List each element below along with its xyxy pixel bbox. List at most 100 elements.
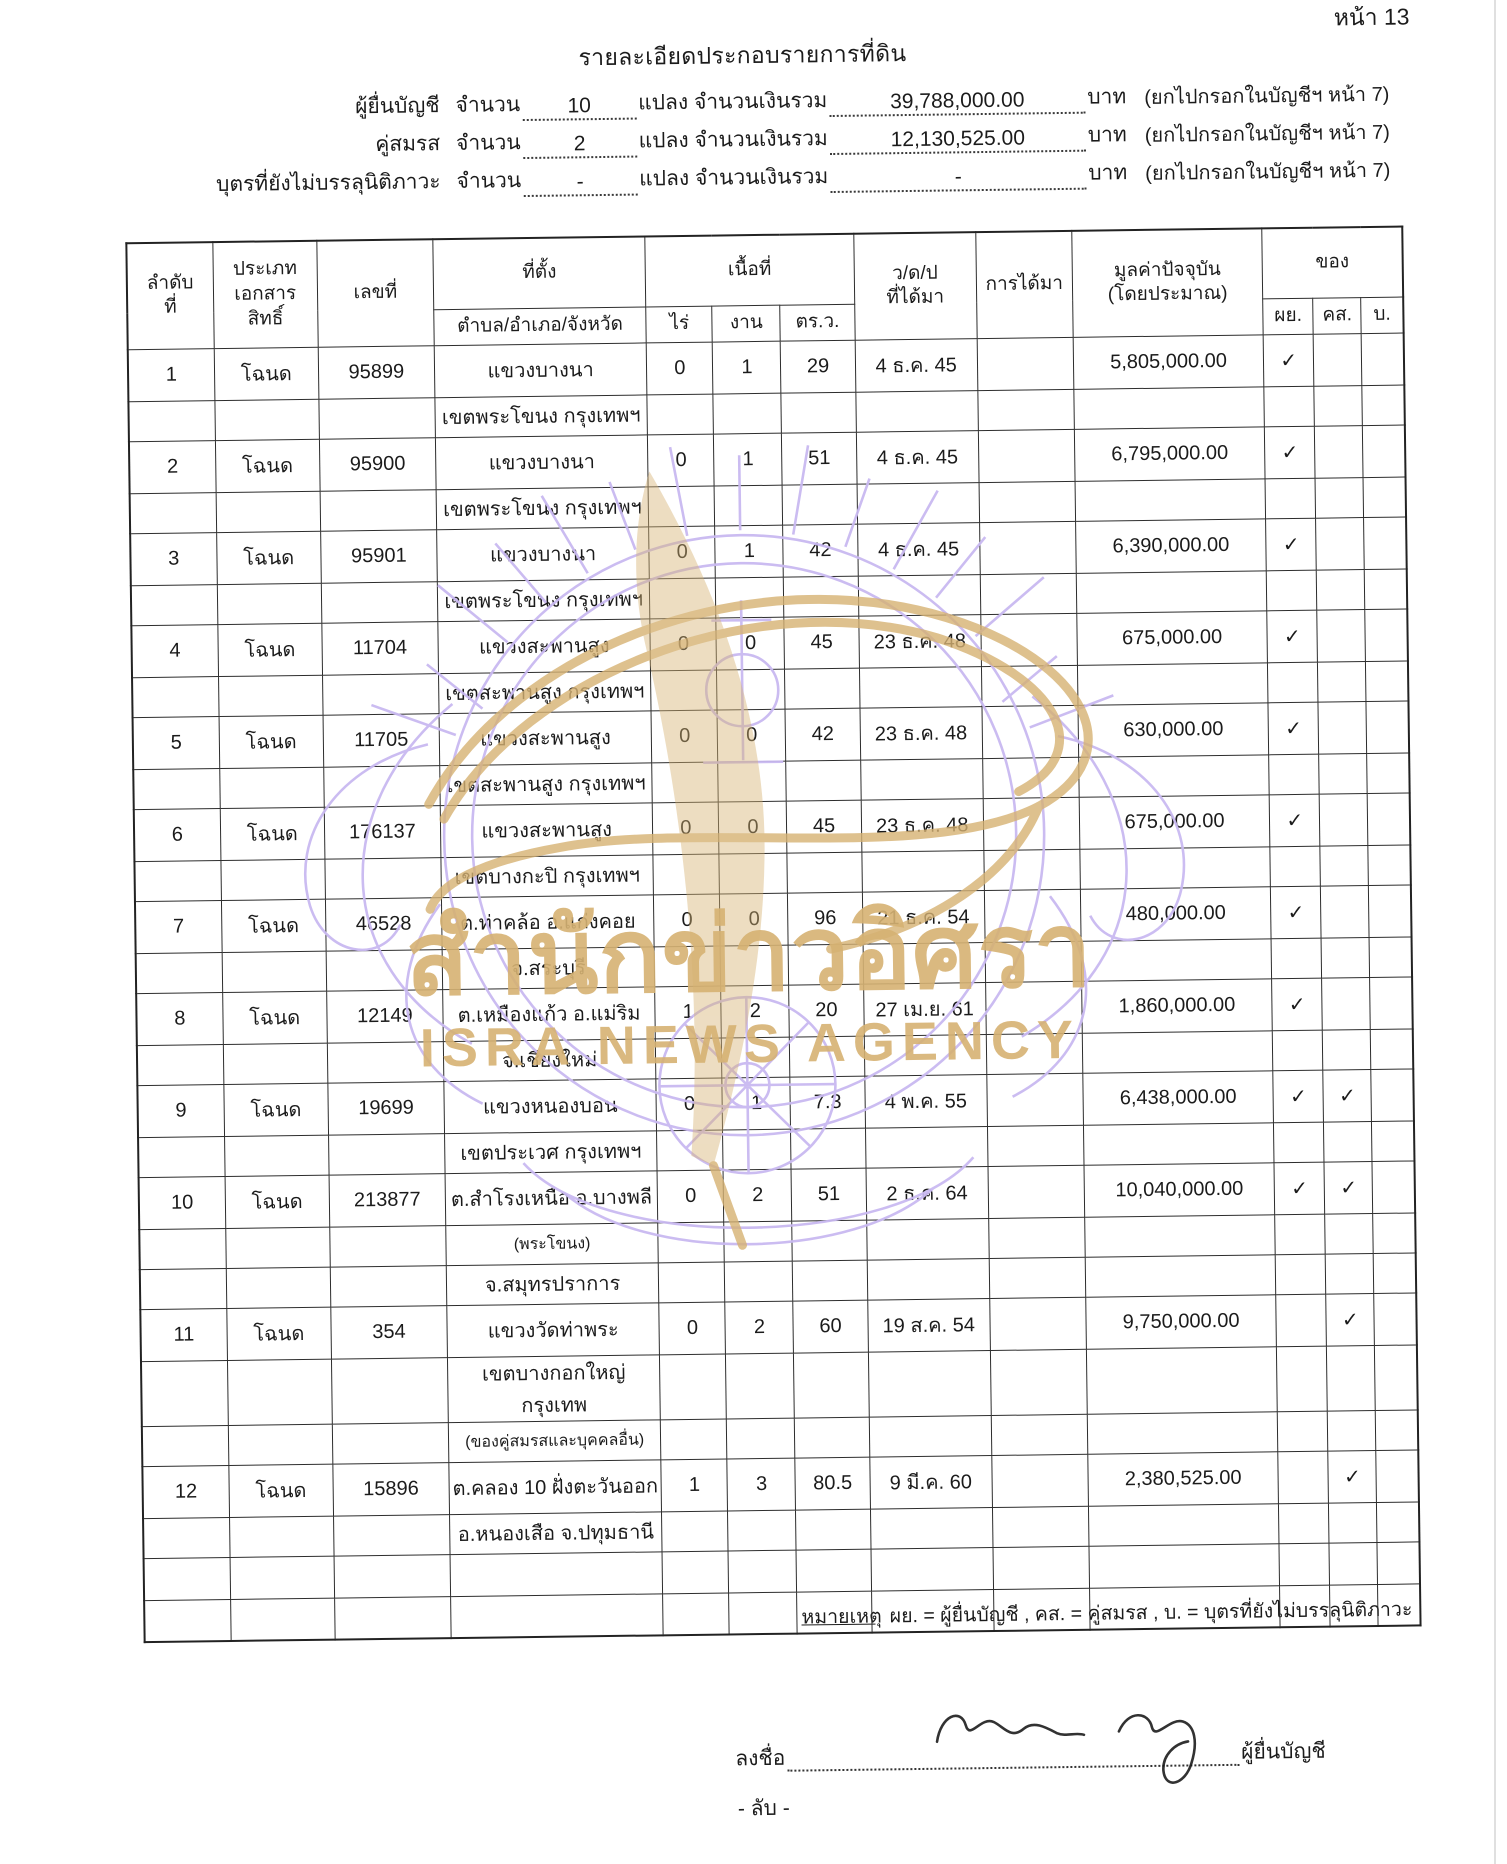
table-cell bbox=[1317, 661, 1367, 702]
table-cell: แขวงหนองบอน bbox=[443, 1078, 657, 1134]
table-cell: ✓ bbox=[1271, 977, 1323, 1031]
table-cell bbox=[862, 942, 986, 984]
table-cell bbox=[323, 765, 441, 807]
table-cell: โฉนด bbox=[224, 1174, 330, 1229]
table-cell bbox=[783, 575, 859, 617]
table-cell bbox=[321, 581, 438, 623]
table-cell bbox=[728, 1591, 798, 1635]
header-text: ที่ได้มา bbox=[886, 286, 945, 309]
table-cell bbox=[1088, 1543, 1280, 1588]
table-cell bbox=[1323, 1121, 1373, 1162]
table-cell: ✓ bbox=[1269, 793, 1321, 847]
table-cell bbox=[1082, 1030, 1273, 1073]
table-cell bbox=[867, 1350, 992, 1417]
table-cell: 9 bbox=[137, 1084, 225, 1138]
table-cell: โฉนด bbox=[219, 806, 325, 861]
table-cell bbox=[866, 1258, 990, 1300]
table-cell bbox=[718, 760, 787, 802]
table-cell bbox=[1073, 386, 1265, 429]
table-cell bbox=[728, 1549, 798, 1593]
table-cell bbox=[986, 1072, 1084, 1127]
table-cell bbox=[655, 1037, 723, 1079]
table-cell: โฉนด bbox=[226, 1306, 332, 1361]
table-cell: 0 bbox=[716, 616, 785, 670]
table-cell: เขตสะพานสูง กรุงเทพฯ bbox=[439, 762, 653, 806]
table-cell bbox=[1326, 1344, 1376, 1411]
table-cell bbox=[786, 759, 861, 801]
summary-label: บุตรที่ยังไม่บรรลุนิติภาวะ bbox=[215, 170, 441, 197]
table-cell bbox=[144, 1598, 231, 1643]
table-cell bbox=[870, 1547, 994, 1591]
table-cell: ✓ bbox=[1268, 701, 1319, 755]
table-cell: 29 bbox=[780, 339, 856, 393]
table-cell bbox=[1375, 1409, 1419, 1450]
table-cell: 45 bbox=[786, 799, 862, 853]
table-cell bbox=[861, 850, 985, 892]
table-cell: 1 bbox=[661, 1458, 728, 1512]
table-cell bbox=[1278, 1502, 1330, 1544]
table-cell: ✓ bbox=[1266, 609, 1318, 663]
summary-label: คู่สมรส bbox=[375, 132, 441, 156]
table-cell bbox=[1315, 477, 1364, 518]
table-cell bbox=[1270, 845, 1321, 887]
table-cell: ✓ bbox=[1272, 1069, 1324, 1123]
table-cell: 213877 bbox=[328, 1173, 446, 1227]
table-cell: 9,750,000.00 bbox=[1085, 1294, 1277, 1349]
table-cell bbox=[1369, 976, 1413, 1030]
table-cell: จ.เชียงใหม่ bbox=[443, 1038, 657, 1082]
table-cell bbox=[987, 1124, 1084, 1167]
table-cell bbox=[1087, 1411, 1278, 1454]
table-cell: แขวงบางนา bbox=[435, 434, 649, 490]
table-cell bbox=[981, 704, 1079, 759]
table-cell: เขตพระโขนง กรุงเทพฯ bbox=[436, 486, 649, 530]
summary-block: ผู้ยื่นบัญชี จำนวน 10 แปลง จำนวนเงินรวม … bbox=[107, 72, 1391, 203]
table-cell bbox=[1362, 384, 1405, 426]
table-cell bbox=[1088, 1503, 1280, 1546]
table-cell bbox=[329, 1225, 447, 1267]
table-cell bbox=[1369, 936, 1413, 978]
table-cell bbox=[724, 1220, 793, 1262]
table-cell: แขวงสะพานสูง bbox=[437, 618, 651, 674]
table-cell: 12149 bbox=[326, 989, 444, 1043]
table-cell bbox=[1374, 1344, 1418, 1410]
table-cell: โฉนด bbox=[221, 898, 326, 953]
table-cell: 4 พ.ค. 55 bbox=[864, 1074, 988, 1128]
table-cell bbox=[216, 582, 322, 625]
table-cell bbox=[868, 1415, 992, 1457]
table-cell bbox=[863, 1034, 987, 1076]
header-text: สิทธิ์ bbox=[247, 307, 284, 330]
header-text: ว/ด/ป bbox=[892, 262, 938, 284]
table-cell: 20 bbox=[789, 983, 864, 1037]
table-cell: (พระโขนง) bbox=[445, 1222, 659, 1266]
table-cell: 23 ธ.ค. 48 bbox=[858, 614, 982, 668]
table-cell: 7.3 bbox=[790, 1075, 866, 1129]
table-cell bbox=[1318, 753, 1368, 794]
table-cell bbox=[1316, 569, 1366, 610]
summary-count-value: 2 bbox=[522, 132, 637, 160]
table-cell bbox=[1368, 884, 1412, 938]
table-cell bbox=[980, 572, 1077, 615]
table-cell: แขวงสะพานสูง bbox=[438, 710, 652, 766]
header-doc-no: เลขที่ bbox=[316, 239, 435, 347]
table-cell: 1 bbox=[712, 340, 782, 394]
table-cell: 46528 bbox=[325, 897, 443, 951]
table-cell: ✓ bbox=[1328, 1449, 1377, 1503]
table-cell bbox=[135, 952, 223, 994]
table-cell bbox=[229, 1555, 335, 1599]
table-cell: 15896 bbox=[332, 1462, 450, 1516]
table-cell: 60 bbox=[793, 1299, 868, 1353]
table-cell: 1 bbox=[713, 432, 783, 486]
table-cell: โฉนด bbox=[222, 990, 328, 1045]
table-cell bbox=[662, 1550, 729, 1594]
table-cell bbox=[1361, 332, 1405, 386]
table-cell: 0 bbox=[719, 892, 789, 946]
table-cell bbox=[1371, 1120, 1415, 1162]
table-cell bbox=[333, 1514, 450, 1556]
table-cell bbox=[976, 336, 1074, 391]
table-cell bbox=[1374, 1292, 1417, 1345]
table-cell: 11704 bbox=[321, 621, 439, 675]
scan-edge-artifact bbox=[1494, 0, 1496, 1864]
header-acquisition: การได้มา bbox=[975, 230, 1074, 339]
table-cell bbox=[134, 860, 222, 902]
table-cell bbox=[982, 756, 1080, 799]
